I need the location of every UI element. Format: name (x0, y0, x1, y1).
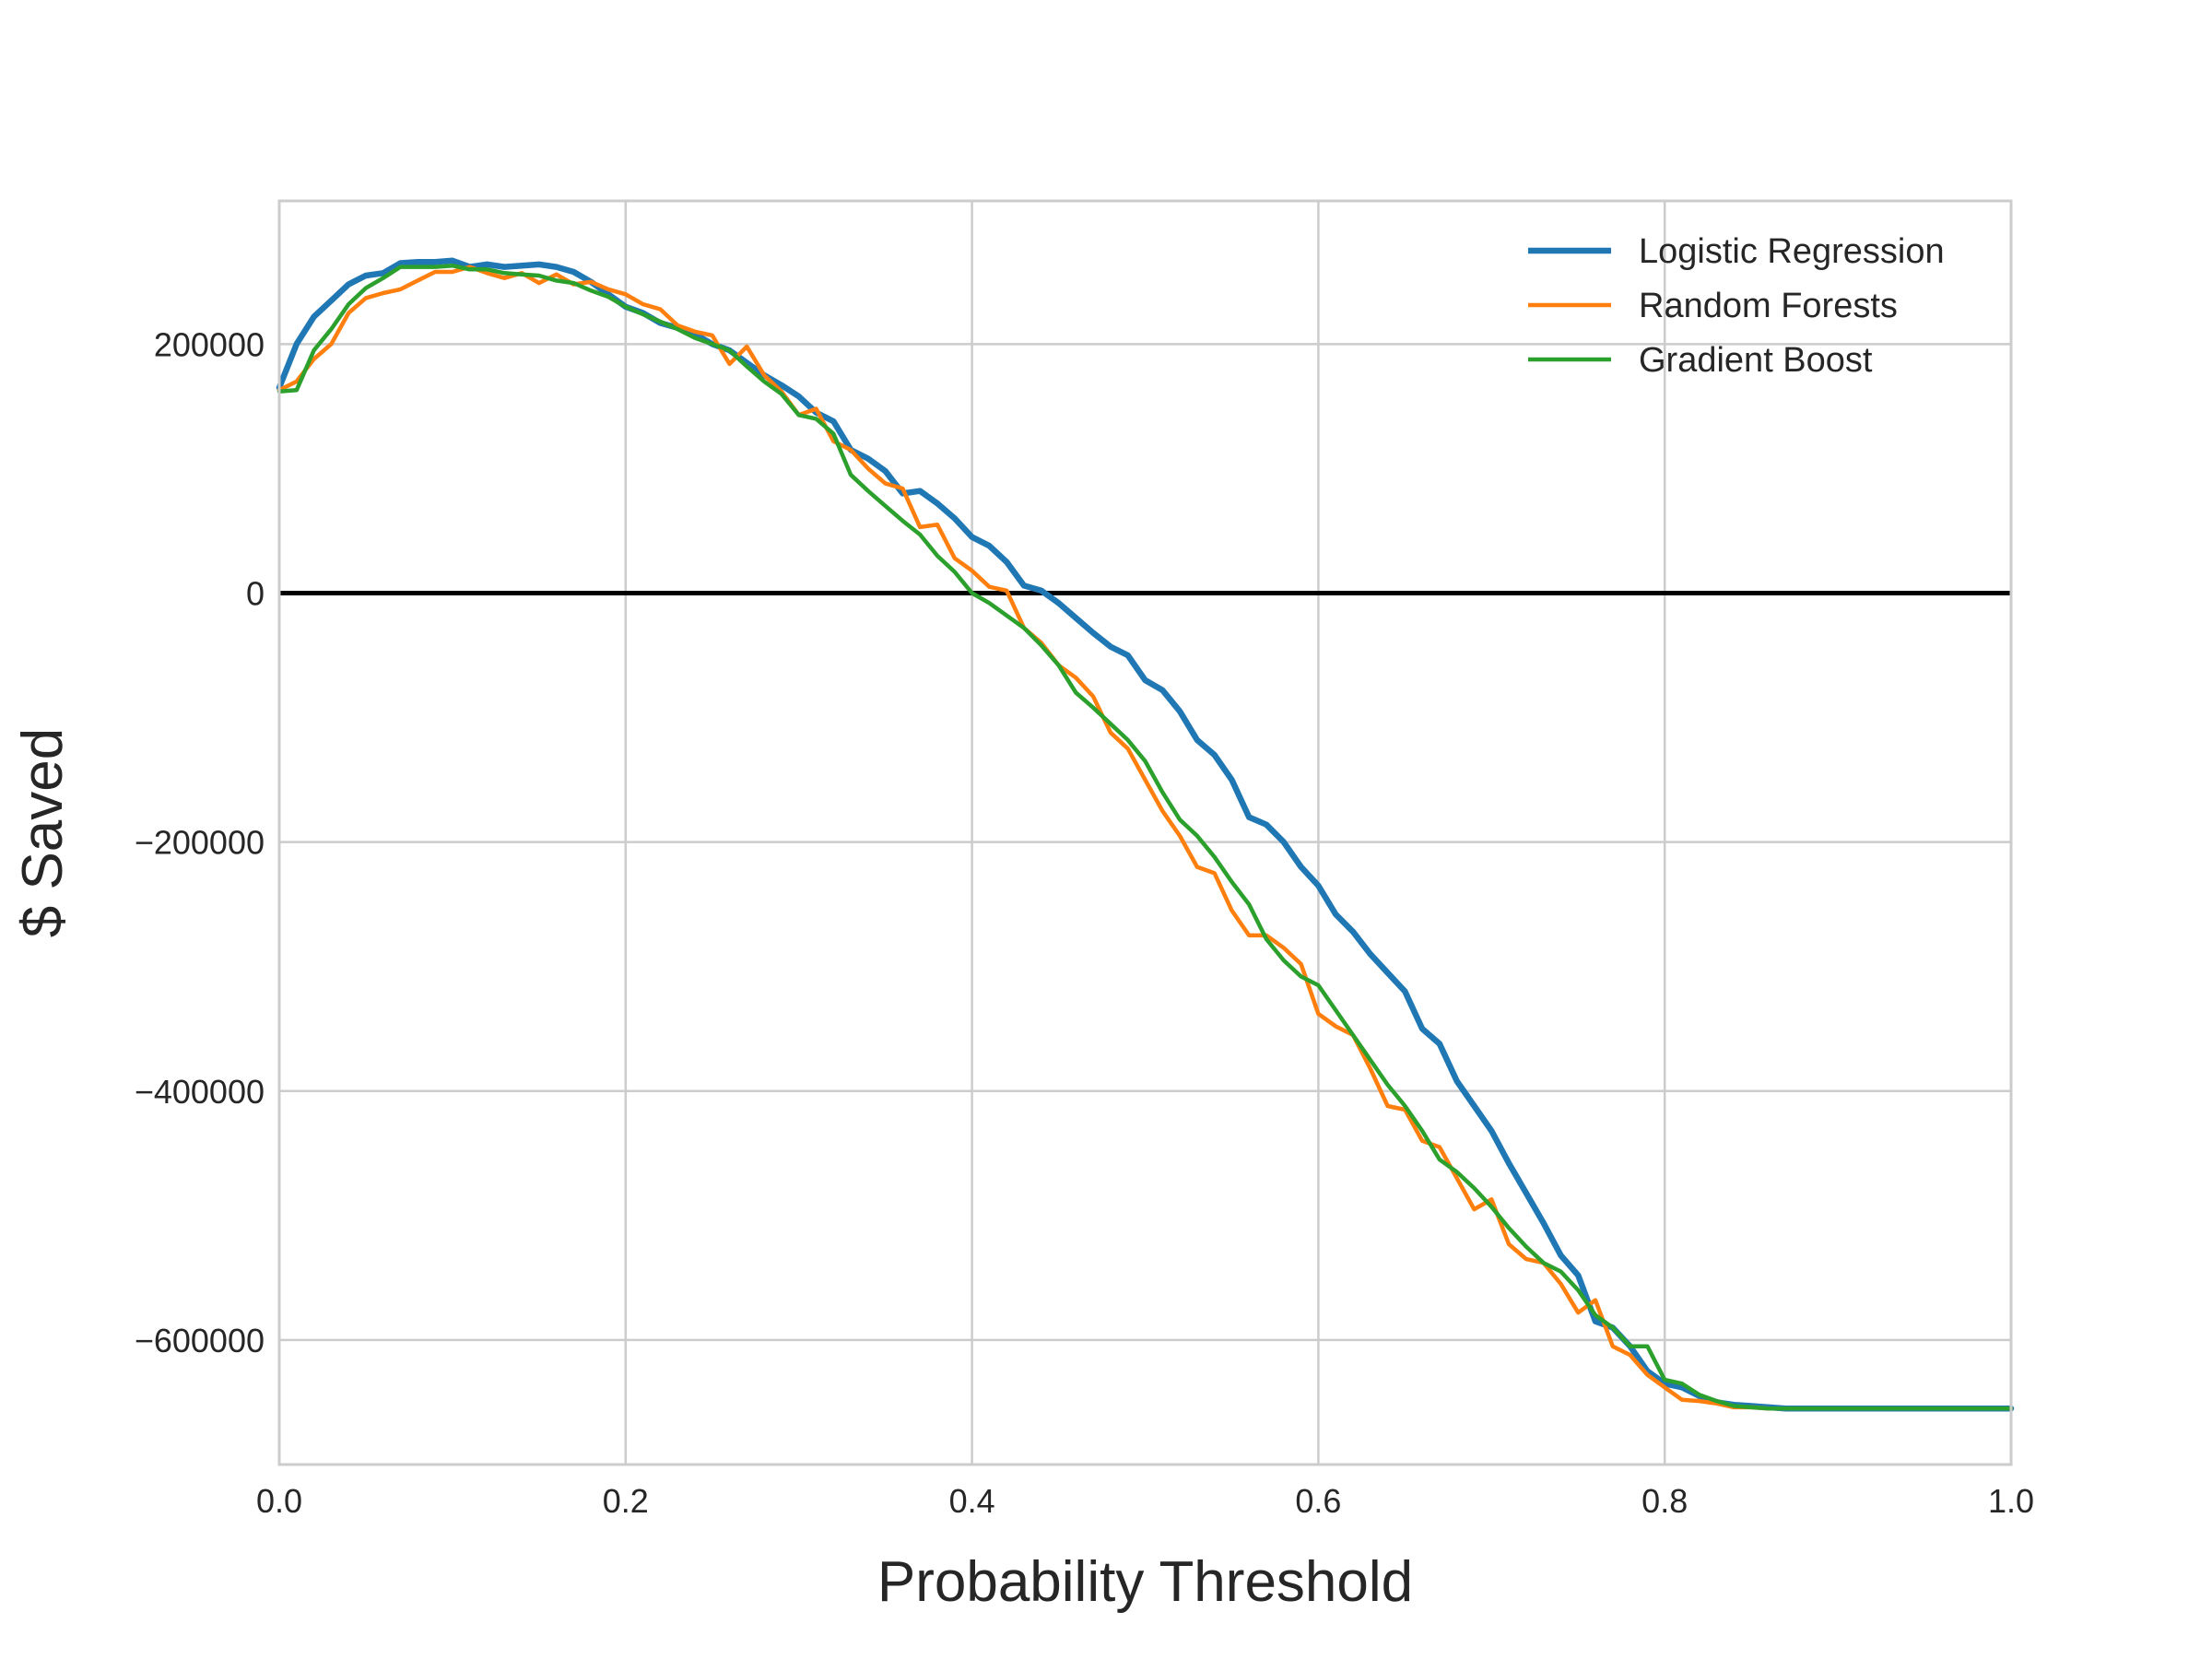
legend-label: Logistic Regression (1639, 232, 1945, 271)
legend: Logistic Regression Random Forests Gradien… (1528, 232, 1945, 380)
y-tick-label: −200000 (135, 824, 265, 862)
x-tick-label: 0.8 (1641, 1482, 1688, 1520)
y-tick-label: 0 (246, 574, 265, 612)
legend-label: Gradient Boost (1639, 341, 1873, 380)
x-tick-label: 0.6 (1295, 1482, 1341, 1520)
x-tick-labels: 0.0 0.2 0.4 0.6 0.8 1.0 (256, 1482, 2034, 1520)
series-lines (276, 257, 2015, 1412)
legend-label: Random Forests (1639, 287, 1898, 325)
series-line-gradient-boost (276, 263, 2014, 1411)
y-tick-labels: 200000 0 −200000 −400000 −600000 (135, 325, 265, 1359)
x-tick-label: 1.0 (1988, 1482, 2034, 1520)
y-axis-label: $ Saved (11, 728, 75, 938)
y-tick-label: −400000 (135, 1073, 265, 1111)
x-axis-label: Probability Threshold (877, 1550, 1413, 1614)
x-tick-label: 0.0 (256, 1482, 302, 1520)
series-line-logistic-regression (276, 257, 2015, 1412)
y-tick-label: −600000 (135, 1322, 265, 1359)
plot-frame (277, 199, 2013, 1466)
x-tick-label: 0.2 (603, 1482, 649, 1520)
x-tick-label: 0.4 (949, 1482, 995, 1520)
y-tick-label: 200000 (154, 325, 265, 363)
